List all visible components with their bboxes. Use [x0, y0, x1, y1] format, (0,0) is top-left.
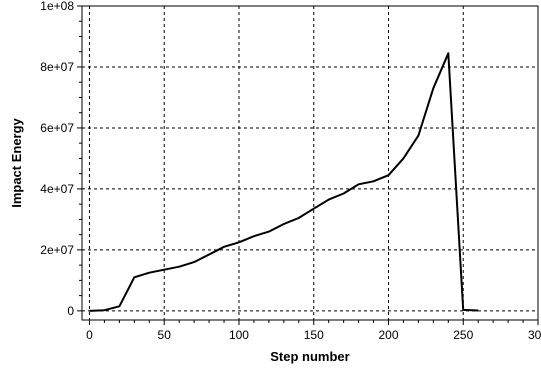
y-tick-labels: 0 2e+07 4e+07 6e+07 8e+07 1e+08 — [40, 0, 74, 318]
axis-ticks — [77, 5, 539, 325]
x-tick-label: 50 — [158, 328, 172, 342]
y-tick-label: 0 — [67, 304, 74, 318]
x-tick-label: 300 — [528, 328, 541, 342]
series-line — [89, 52, 479, 312]
x-tick-label: 200 — [378, 328, 398, 342]
y-tick-label: 8e+07 — [40, 60, 74, 74]
x-tick-label: 0 — [86, 328, 93, 342]
series-layer — [89, 52, 479, 312]
x-axis-label: Step number — [270, 349, 349, 364]
y-tick-label: 6e+07 — [40, 121, 74, 135]
x-tick-label: 100 — [229, 328, 249, 342]
grid — [82, 6, 538, 320]
plot-frame — [81, 5, 539, 321]
x-tick-label: 150 — [304, 328, 324, 342]
y-tick-label: 4e+07 — [40, 182, 74, 196]
y-tick-label: 2e+07 — [40, 243, 74, 257]
y-tick-label: 1e+08 — [40, 0, 74, 13]
y-axis-label: Impact Energy — [9, 117, 24, 207]
x-tick-labels: 0 50 100 150 200 250 300 — [86, 328, 541, 342]
x-tick-label: 250 — [453, 328, 473, 342]
